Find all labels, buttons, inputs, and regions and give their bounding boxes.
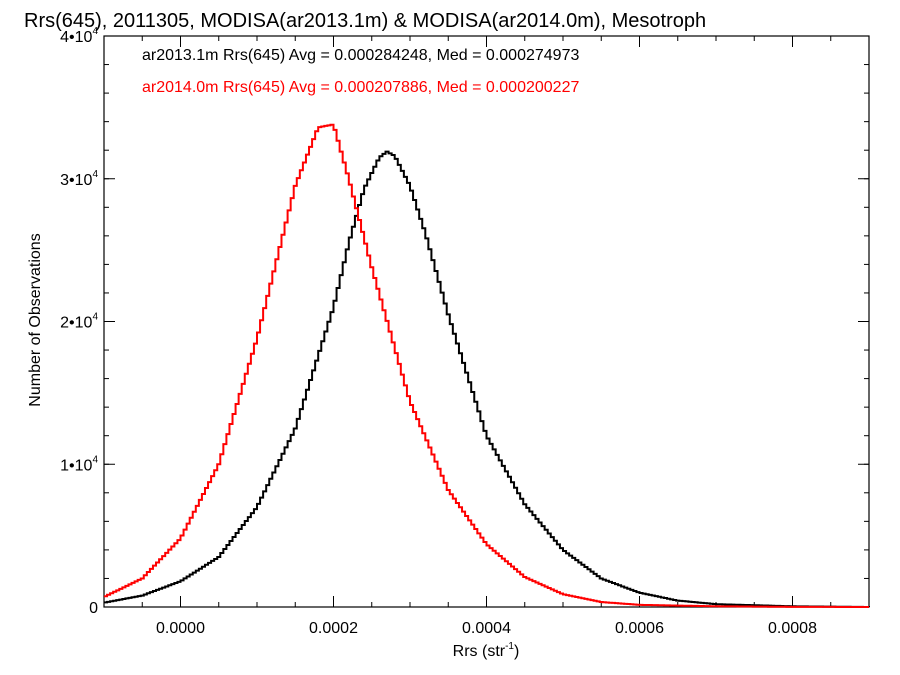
y-tick-label-base: 0	[89, 600, 98, 617]
x-tick-label: 0.0002	[309, 620, 358, 637]
y-tick-label: 4•104	[60, 26, 98, 46]
y-tick-label-exponent: 4	[92, 26, 98, 37]
x-tick-label: 0.0008	[768, 620, 817, 637]
y-tick-label: 1•104	[60, 454, 98, 474]
histogram-series-2	[104, 123, 869, 608]
x-tick-label: 0.0006	[615, 620, 664, 637]
y-tick-label: 0	[89, 600, 98, 617]
y-tick-label: 3•104	[60, 169, 98, 189]
legend-entry-2: ar2014.0m Rrs(645) Avg = 0.000207886, Me…	[142, 79, 579, 96]
x-axis-label-text: Rrs (str	[453, 643, 506, 660]
x-axis-label-end: )	[514, 643, 519, 660]
y-tick-label-exponent: 4	[92, 169, 98, 180]
y-tick-label-base: 3•10	[60, 172, 92, 189]
chart-title: Rrs(645), 2011305, MODISA(ar2013.1m) & M…	[24, 10, 706, 32]
legend-entry-1: ar2013.1m Rrs(645) Avg = 0.000284248, Me…	[142, 47, 579, 64]
y-axis-label: Number of Observations	[27, 233, 44, 406]
x-axis-label: Rrs (str-1)	[453, 641, 520, 660]
y-tick-label: 2•104	[60, 312, 98, 332]
histogram-series-1	[104, 150, 870, 608]
y-tick-label-exponent: 4	[92, 454, 98, 465]
y-tick-label-base: 1•10	[60, 457, 92, 474]
plot-frame	[103, 35, 870, 608]
y-tick-label-base: 4•10	[60, 29, 92, 46]
y-tick-label-exponent: 4	[92, 312, 98, 323]
x-axis: 0.0000 0.0002 0.0004 0.0006 0.0008	[103, 36, 870, 637]
series-group	[104, 123, 870, 608]
x-tick-label: 0.0000	[156, 620, 205, 637]
y-tick-label-base: 2•10	[60, 315, 92, 332]
x-axis-label-exponent: -1	[505, 641, 514, 652]
x-tick-label: 0.0004	[462, 620, 511, 637]
